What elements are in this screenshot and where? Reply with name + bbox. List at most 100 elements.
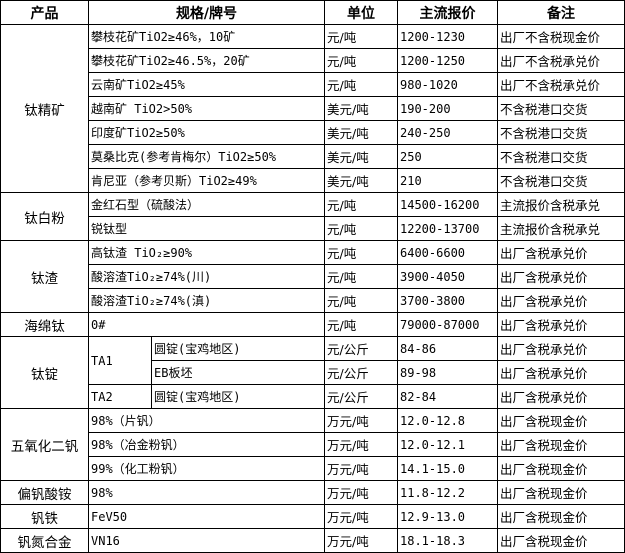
note-cell: 不含税港口交货 xyxy=(497,120,625,145)
note-cell: 不含税港口交货 xyxy=(497,168,625,193)
price-cell: 6400-6600 xyxy=(397,240,498,265)
unit-cell: 元/吨 xyxy=(324,288,398,313)
table-row: 钛渣 高钛渣 TiO₂≥90% 元/吨 6400-6600 出厂含税承兑价 xyxy=(0,240,625,313)
header-spec: 规格/牌号 xyxy=(88,0,325,25)
price-cell: 12.0-12.1 xyxy=(397,432,498,457)
price-cell: 79000-87000 xyxy=(397,312,498,337)
price-cell: 82-84 xyxy=(397,384,498,409)
spec-cell: 98%（冶金粉钒） xyxy=(88,432,325,457)
spec-cell: 越南矿 TiO2>50% xyxy=(88,96,325,121)
price-cell: 190-200 xyxy=(397,96,498,121)
price-cell: 14500-16200 xyxy=(397,192,498,217)
unit-cell: 美元/吨 xyxy=(324,96,398,121)
price-cell: 210 xyxy=(397,168,498,193)
product-cell: 钛白粉 xyxy=(0,192,89,241)
note-cell: 出厂含税现金价 xyxy=(497,528,625,553)
unit-cell: 元/吨 xyxy=(324,72,398,97)
unit-cell: 万元/吨 xyxy=(324,528,398,553)
spec-cell: 攀枝花矿TiO2≥46.5%，20矿 xyxy=(88,48,325,73)
unit-cell: 元/吨 xyxy=(324,192,398,217)
table-row: 钛白粉 金红石型（硫酸法） 元/吨 14500-16200 主流报价含税承兑 xyxy=(0,192,625,241)
table-row: 肯尼亚（参考贝斯）TiO2≥49% 美元/吨 210 不含税港口交货 xyxy=(1,168,625,193)
spec-cell: 肯尼亚（参考贝斯）TiO2≥49% xyxy=(88,168,325,193)
price-cell: 18.1-18.3 xyxy=(397,528,498,553)
spec-cell: VN16 xyxy=(88,528,325,553)
table-row: 越南矿 TiO2>50% 美元/吨 190-200 不含税港口交货 xyxy=(1,96,625,121)
table-row: 钒氮合金 VN16 万元/吨 18.1-18.3 出厂含税现金价 xyxy=(0,528,625,553)
spec-cell: EB板坯 xyxy=(151,360,325,385)
price-cell: 3700-3800 xyxy=(397,288,498,313)
spec-cell: 莫桑比克(参考肯梅尔）TiO2≥50% xyxy=(88,144,325,169)
unit-cell: 元/公斤 xyxy=(324,360,398,385)
price-cell: 1200-1250 xyxy=(397,48,498,73)
price-cell: 980-1020 xyxy=(397,72,498,97)
unit-cell: 元/吨 xyxy=(324,240,398,265)
spec-cell: 圆锭(宝鸡地区) xyxy=(151,384,325,409)
product-cell: 钛锭 xyxy=(0,336,89,409)
table-row: 99%（化工粉钒） 万元/吨 14.1-15.0 出厂含税现金价 xyxy=(1,456,625,481)
product-cell: 钒铁 xyxy=(0,504,89,529)
spec-cell: 98% xyxy=(88,480,325,505)
note-cell: 出厂不含税现金价 xyxy=(497,24,625,49)
price-cell: 14.1-15.0 xyxy=(397,456,498,481)
product-cell: 钒氮合金 xyxy=(0,528,89,553)
unit-cell: 元/吨 xyxy=(324,216,398,241)
product-cell: 钛渣 xyxy=(0,240,89,313)
table-row: 钒铁 FeV50 万元/吨 12.9-13.0 出厂含税现金价 xyxy=(0,504,625,529)
note-cell: 出厂含税承兑价 xyxy=(497,384,625,409)
note-cell: 出厂含税承兑价 xyxy=(497,312,625,337)
price-cell: 12.9-13.0 xyxy=(397,504,498,529)
table-row: 钛锭 TA1 圆锭(宝鸡地区) 元/公斤 84-86 出厂含税承兑价 xyxy=(0,336,625,409)
table-row: 酸溶渣TiO₂≥74%(滇) 元/吨 3700-3800 出厂含税承兑价 xyxy=(1,288,625,313)
price-cell: 11.8-12.2 xyxy=(397,480,498,505)
note-cell: 出厂不含税承兑价 xyxy=(497,72,625,97)
table-row: 云南矿TiO2≥45% 元/吨 980-1020 出厂不含税承兑价 xyxy=(1,72,625,97)
table-row: 海绵钛 0# 元/吨 79000-87000 出厂含税承兑价 xyxy=(0,312,625,337)
unit-cell: 万元/吨 xyxy=(324,432,398,457)
note-cell: 出厂含税承兑价 xyxy=(497,360,625,385)
header-note: 备注 xyxy=(497,0,625,25)
table-row: 锐钛型 元/吨 12200-13700 主流报价含税承兑 xyxy=(1,216,625,241)
spec-cell: 攀枝花矿TiO2≥46%，10矿 xyxy=(88,24,325,49)
product-cell: 海绵钛 xyxy=(0,312,89,337)
unit-cell: 万元/吨 xyxy=(324,456,398,481)
note-cell: 出厂含税现金价 xyxy=(497,408,625,433)
table-row: TA2 圆锭(宝鸡地区) 元/公斤 82-84 出厂含税承兑价 xyxy=(1,384,625,409)
unit-cell: 美元/吨 xyxy=(324,168,398,193)
grade-cell: TA2 xyxy=(88,384,152,409)
product-cell: 偏钒酸铵 xyxy=(0,480,89,505)
product-cell: 钛精矿 xyxy=(0,24,89,193)
price-cell: 1200-1230 xyxy=(397,24,498,49)
note-cell: 不含税港口交货 xyxy=(497,96,625,121)
product-cell: 五氧化二钒 xyxy=(0,408,89,481)
table-row: 98%（冶金粉钒） 万元/吨 12.0-12.1 出厂含税现金价 xyxy=(1,432,625,457)
spec-cell: 高钛渣 TiO₂≥90% xyxy=(88,240,325,265)
price-cell: 89-98 xyxy=(397,360,498,385)
spec-cell: 圆锭(宝鸡地区) xyxy=(151,336,325,361)
header-price: 主流报价 xyxy=(397,0,498,25)
unit-cell: 元/公斤 xyxy=(324,384,398,409)
spec-cell: 99%（化工粉钒） xyxy=(88,456,325,481)
price-cell: 12200-13700 xyxy=(397,216,498,241)
note-cell: 出厂含税承兑价 xyxy=(497,240,625,265)
unit-cell: 万元/吨 xyxy=(324,408,398,433)
price-cell: 84-86 xyxy=(397,336,498,361)
table-row: 偏钒酸铵 98% 万元/吨 11.8-12.2 出厂含税现金价 xyxy=(0,480,625,505)
table-row: EB板坯 元/公斤 89-98 出厂含税承兑价 xyxy=(1,360,625,385)
price-cell: 12.0-12.8 xyxy=(397,408,498,433)
spec-cell: 0# xyxy=(88,312,325,337)
note-cell: 出厂含税现金价 xyxy=(497,480,625,505)
note-cell: 出厂含税现金价 xyxy=(497,504,625,529)
table-row: 五氧化二钒 98%（片钒） 万元/吨 12.0-12.8 出厂含税现金价 xyxy=(0,408,625,481)
spec-cell: 酸溶渣TiO₂≥74%(川) xyxy=(88,264,325,289)
unit-cell: 元/吨 xyxy=(324,264,398,289)
price-cell: 3900-4050 xyxy=(397,264,498,289)
unit-cell: 美元/吨 xyxy=(324,120,398,145)
unit-cell: 万元/吨 xyxy=(324,504,398,529)
spec-cell: 金红石型（硫酸法） xyxy=(88,192,325,217)
price-cell: 240-250 xyxy=(397,120,498,145)
spec-cell: FeV50 xyxy=(88,504,325,529)
table-row: 钛精矿 攀枝花矿TiO2≥46%，10矿元/吨 1200-1230 出厂不含税现金价 xyxy=(0,24,625,193)
header-product: 产品 xyxy=(0,0,89,25)
unit-cell: 万元/吨 xyxy=(324,480,398,505)
